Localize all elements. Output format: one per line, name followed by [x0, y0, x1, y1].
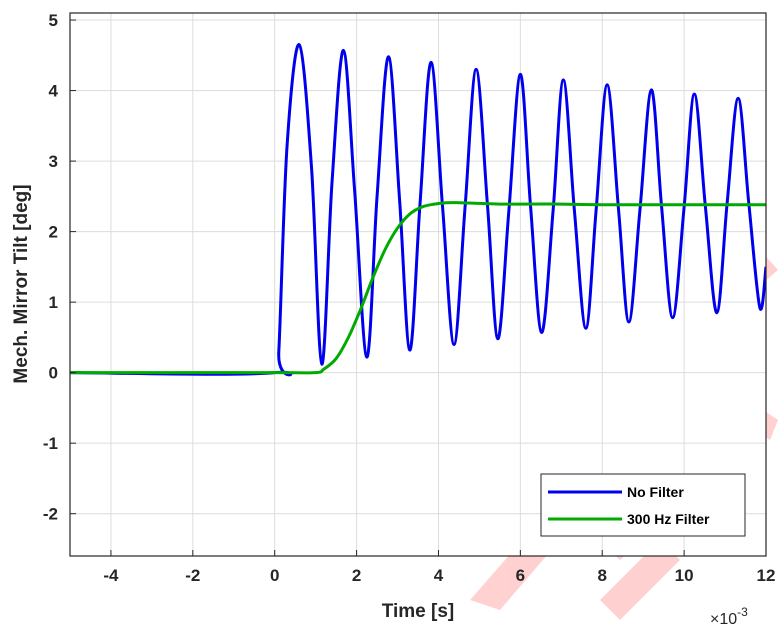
y-tick-label: 2: [49, 223, 58, 242]
y-tick-label: 1: [49, 293, 58, 312]
y-tick-label: 5: [49, 11, 58, 30]
x-tick-label: 0: [270, 566, 279, 585]
x-tick-label: 12: [757, 566, 776, 585]
x-tick-label: 8: [598, 566, 607, 585]
plot-frame: [69, 12, 767, 557]
legend-label-300hz-filter: 300 Hz Filter: [627, 511, 710, 527]
x-ticks: -4 -2 0 2 4 6 8 10 12: [103, 550, 775, 585]
x-tick-label: -4: [103, 566, 119, 585]
series-line-no-filter: [70, 43, 766, 377]
y-tick-label: 4: [49, 82, 59, 101]
legend-box: [540, 473, 746, 537]
x-tick-label: 2: [352, 566, 361, 585]
y-tick-label: 3: [49, 152, 58, 171]
y-axis-label: Mech. Mirror Tilt [deg]: [11, 184, 32, 383]
y-tick-label: -2: [43, 505, 58, 524]
y-tick-label: 0: [49, 364, 58, 383]
x-exponent-label: ×10-3: [710, 605, 748, 628]
x-tick-label: 10: [675, 566, 694, 585]
x-tick-label: 4: [434, 566, 444, 585]
x-tick-label: -2: [185, 566, 200, 585]
x-axis-label: Time [s]: [382, 601, 455, 622]
series-layer: [70, 43, 766, 377]
x-tick-label: 6: [516, 566, 525, 585]
y-ticks: -2 -1 0 1 2 3 4 5: [43, 11, 76, 524]
legend-label-no-filter: No Filter: [627, 484, 684, 500]
y-tick-label: -1: [43, 434, 58, 453]
legend: No Filter 300 Hz Filter: [540, 473, 746, 537]
plot-area: [70, 13, 766, 556]
grid-lines: [70, 13, 767, 556]
series-line-300-hz-filter: [70, 201, 766, 375]
